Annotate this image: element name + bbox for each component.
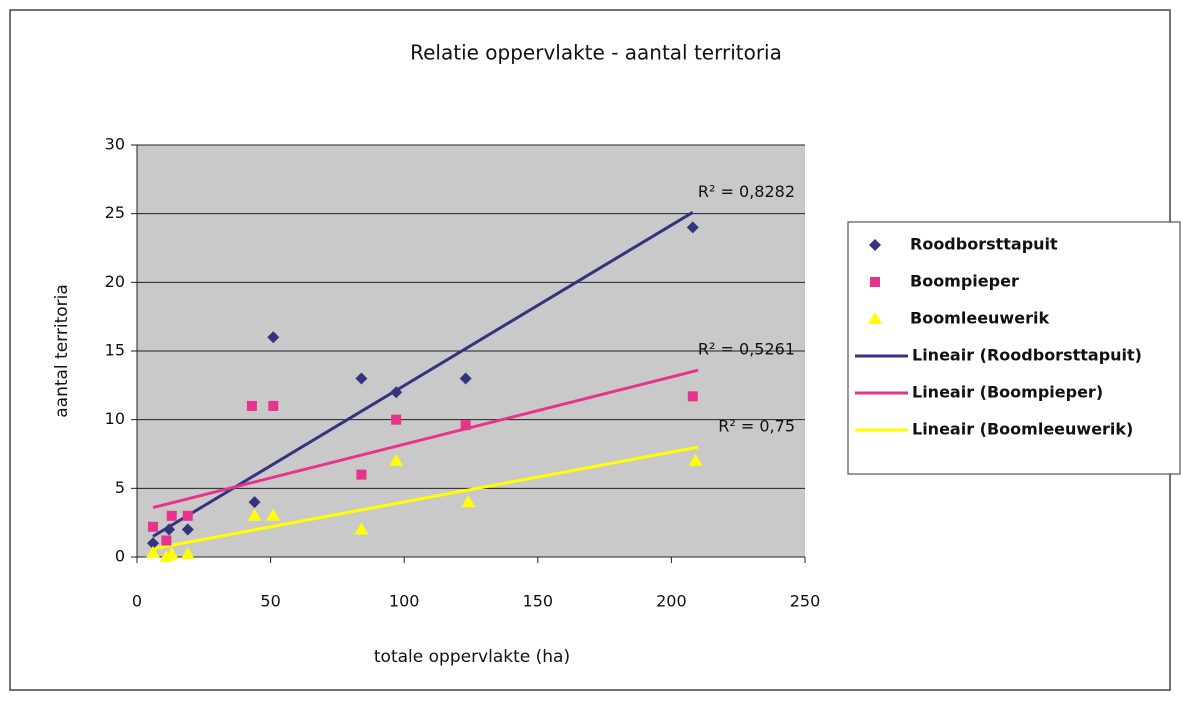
point: [459, 372, 472, 385]
trend-line: [152, 211, 694, 538]
y-tick-label: 30: [105, 135, 125, 154]
x-tick-label: 150: [523, 592, 554, 611]
point: [355, 372, 368, 385]
point: [266, 508, 281, 521]
x-tick-label: 200: [656, 592, 687, 611]
legend-label: Boomleeuwerik: [910, 309, 1049, 328]
r2-annotation: R² = 0,75: [718, 417, 795, 436]
point: [268, 400, 279, 411]
chart-title: Relatie oppervlakte - aantal territoria: [410, 41, 782, 65]
r2-annotation: R² = 0,8282: [698, 182, 795, 201]
point: [181, 523, 194, 536]
point: [389, 453, 404, 466]
point: [163, 523, 176, 536]
legend-label: Roodborsttapuit: [910, 235, 1058, 254]
point: [246, 400, 257, 411]
point: [686, 221, 699, 234]
point: [248, 496, 261, 509]
legend-marker: [870, 277, 880, 287]
legend-box: [847, 221, 1181, 475]
trend-line: [152, 445, 699, 551]
x-tick-label: 250: [790, 592, 821, 611]
legend-label: Lineair (Boompieper): [912, 383, 1103, 402]
point: [148, 521, 159, 532]
y-tick-label: 25: [105, 203, 125, 222]
legend-label: Lineair (Boomleeuwerik): [912, 420, 1133, 439]
point: [247, 508, 262, 521]
point: [460, 420, 471, 431]
point: [267, 331, 280, 344]
legend-label: Boompieper: [910, 272, 1019, 291]
point: [390, 386, 403, 399]
point: [687, 391, 698, 402]
legend-marker: [868, 312, 882, 324]
r2-annotation: R² = 0,5261: [698, 340, 795, 359]
legend-label: Lineair (Roodborsttapuit): [912, 346, 1142, 365]
y-tick-label: 15: [105, 341, 125, 360]
point: [180, 547, 195, 560]
x-tick-label: 100: [389, 592, 420, 611]
y-tick-label: 20: [105, 272, 125, 291]
y-tick-label: 0: [115, 547, 125, 566]
point: [164, 547, 179, 560]
point: [391, 414, 402, 425]
point: [461, 495, 476, 508]
point: [356, 469, 367, 480]
trend-line: [152, 368, 699, 510]
legend-marker: [869, 239, 881, 251]
point: [688, 453, 703, 466]
y-tick-label: 10: [105, 409, 125, 428]
point: [354, 522, 369, 535]
point: [146, 545, 161, 558]
x-tick-label: 50: [260, 592, 280, 611]
y-tick-label: 5: [115, 478, 125, 497]
x-tick-label: 0: [132, 592, 142, 611]
y-axis-title: aantal territoria: [52, 284, 72, 418]
point: [166, 510, 177, 521]
x-axis-title: totale oppervlakte (ha): [374, 647, 570, 667]
point: [161, 535, 172, 546]
point: [147, 537, 160, 550]
point: [182, 510, 193, 521]
